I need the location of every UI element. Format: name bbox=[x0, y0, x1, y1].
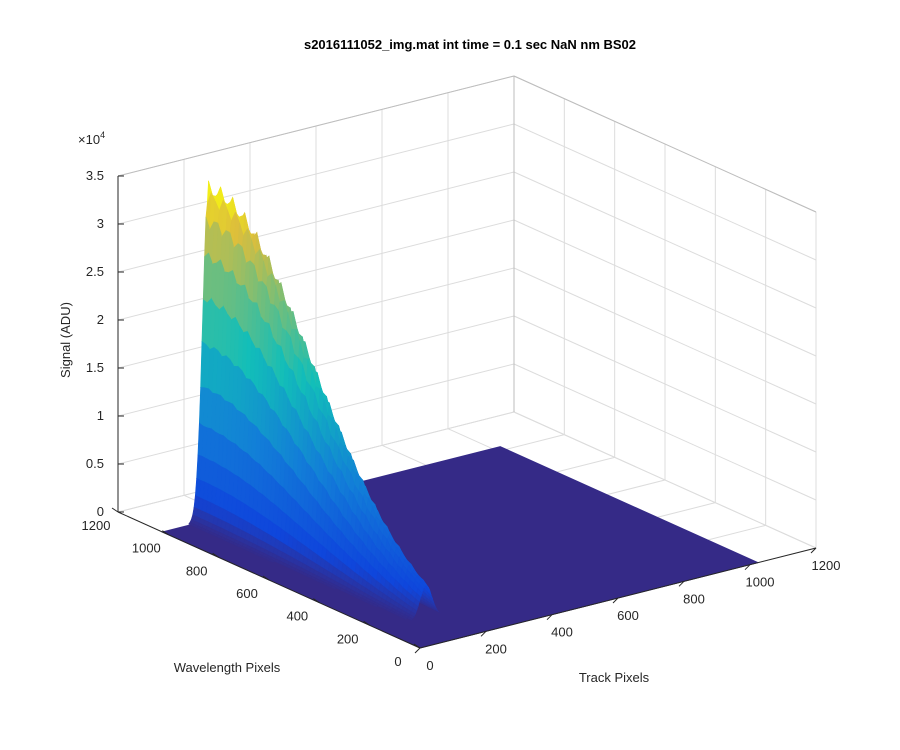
x-tick bbox=[678, 580, 685, 587]
x-tick-label: 1200 bbox=[812, 558, 841, 573]
surface-patch bbox=[315, 372, 322, 390]
surface-patch bbox=[303, 341, 310, 360]
y-tick bbox=[262, 575, 270, 581]
y-tick-label: 1200 bbox=[82, 518, 111, 533]
y-tick bbox=[313, 598, 320, 604]
y-tick bbox=[162, 530, 169, 536]
x-tick bbox=[546, 614, 553, 621]
x-tick-label: 400 bbox=[551, 625, 573, 640]
x-tick bbox=[744, 564, 751, 571]
y-tick-label: 600 bbox=[236, 586, 258, 601]
x-tick bbox=[414, 647, 421, 654]
y-tick bbox=[212, 552, 219, 558]
z-tick-label: 0.5 bbox=[86, 456, 104, 471]
y-tick-label: 200 bbox=[337, 631, 359, 646]
box-edge bbox=[513, 75, 817, 213]
x-tick-label: 800 bbox=[683, 591, 705, 606]
y-axis-label: Wavelength Pixels bbox=[174, 660, 281, 675]
y-tick-label: 0 bbox=[394, 654, 401, 669]
x-tick bbox=[810, 547, 817, 554]
z-tick-label: 1 bbox=[97, 408, 104, 423]
y-tick-label: 400 bbox=[286, 609, 308, 624]
z-tick-label: 3.5 bbox=[86, 168, 104, 183]
chart-title: s2016111052_img.mat int time = 0.1 sec N… bbox=[304, 37, 636, 52]
y-tick-label: 800 bbox=[186, 563, 208, 578]
z-axis-label: Signal (ADU) bbox=[58, 302, 73, 378]
y-tick bbox=[363, 620, 370, 626]
x-tick-label: 200 bbox=[485, 641, 507, 656]
z-tick-label: 3 bbox=[97, 216, 104, 231]
y-tick-label: 1000 bbox=[132, 541, 161, 556]
x-tick-label: 1000 bbox=[746, 575, 775, 590]
x-tick bbox=[612, 597, 619, 604]
surface-patch bbox=[406, 616, 414, 621]
box-edge bbox=[117, 75, 515, 177]
tick-labels: 0200400600800100012000200400600800100012… bbox=[82, 168, 841, 673]
y-tick bbox=[111, 507, 119, 513]
z-exponent: ×104 bbox=[78, 130, 105, 147]
y-tick bbox=[413, 643, 421, 649]
x-tick bbox=[480, 630, 487, 637]
z-tick-label: 0 bbox=[97, 504, 104, 519]
x-tick-label: 0 bbox=[426, 658, 433, 673]
z-tick-label: 1.5 bbox=[86, 360, 104, 375]
z-tick-label: 2 bbox=[97, 312, 104, 327]
x-axis-label: Track Pixels bbox=[579, 670, 650, 685]
axes-lines bbox=[111, 175, 817, 654]
x-tick-label: 600 bbox=[617, 608, 639, 623]
z-tick-label: 2.5 bbox=[86, 264, 104, 279]
surface bbox=[160, 180, 760, 649]
